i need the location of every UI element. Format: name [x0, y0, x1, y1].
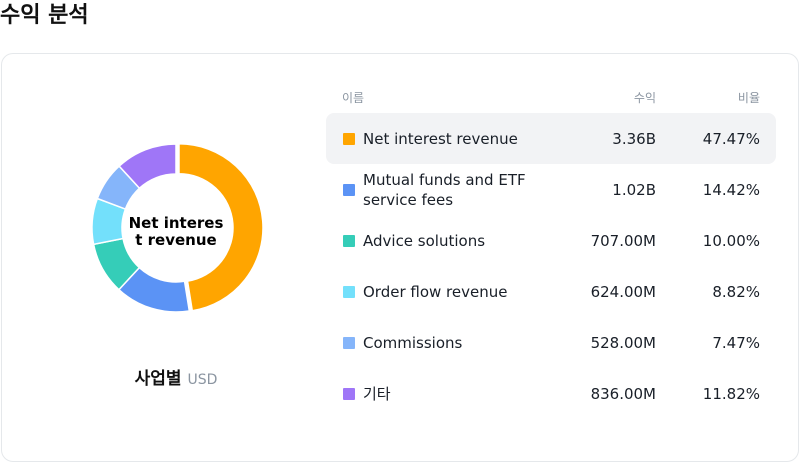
row-revenue: 528.00M: [590, 333, 656, 352]
donut-slice-5[interactable]: [118, 143, 177, 190]
row-name: Commissions: [363, 333, 463, 352]
donut-slice-0[interactable]: [178, 143, 264, 312]
legend-swatch: [343, 234, 355, 247]
row-ratio: 14.42%: [702, 180, 760, 199]
caption-main: 사업별: [134, 369, 182, 389]
row-name: Advice solutions: [363, 231, 486, 250]
page-title: 수익 분석: [0, 3, 89, 28]
legend-swatch: [343, 183, 355, 196]
table-row[interactable]: Order flow revenue 624.00M 8.82%: [326, 266, 776, 317]
table-row[interactable]: Net interest revenue 3.36B 47.47%: [326, 113, 776, 164]
donut-center-label: Net interest revenue: [128, 214, 224, 249]
table-row[interactable]: Advice solutions 707.00M 10.00%: [326, 215, 776, 266]
legend-swatch: [343, 336, 355, 349]
table-row[interactable]: Mutual funds and ETF service fees 1.02B …: [326, 164, 776, 215]
row-ratio: 47.47%: [702, 129, 760, 148]
revenue-table: 이름 수익 비율 Net interest revenue 3.36B 47.4…: [326, 81, 776, 419]
legend-swatch: [343, 132, 355, 145]
row-ratio: 8.82%: [712, 282, 760, 301]
row-ratio: 11.82%: [702, 384, 760, 403]
chart-caption: 사업별 USD: [2, 367, 350, 392]
table-row[interactable]: 기타 836.00M 11.82%: [326, 368, 776, 419]
row-name: 기타: [363, 384, 391, 403]
revenue-analysis-card: Net interest revenue 사업별 USD 이름 수익 비율 Net…: [1, 53, 799, 462]
legend-swatch: [343, 387, 355, 400]
table-header: 이름 수익 비율: [326, 81, 776, 113]
legend-swatch: [343, 285, 355, 298]
donut-chart-svg: [91, 143, 264, 313]
row-revenue: 624.00M: [590, 282, 656, 301]
row-ratio: 10.00%: [702, 231, 760, 250]
row-revenue: 1.02B: [612, 180, 656, 199]
header-name: 이름: [342, 91, 365, 105]
row-ratio: 7.47%: [712, 333, 760, 352]
caption-currency: USD: [187, 372, 218, 388]
row-revenue: 707.00M: [590, 231, 656, 250]
row-name: Mutual funds and ETF service fees: [363, 170, 526, 209]
row-revenue: 836.00M: [590, 384, 656, 403]
donut-chart: Net interest revenue: [72, 142, 292, 332]
table-row[interactable]: Commissions 528.00M 7.47%: [326, 317, 776, 368]
row-revenue: 3.36B: [612, 129, 656, 148]
header-ratio: 비율: [737, 91, 760, 105]
row-name: Order flow revenue: [363, 282, 508, 301]
row-name: Net interest revenue: [363, 129, 518, 148]
header-revenue: 수익: [633, 91, 656, 105]
